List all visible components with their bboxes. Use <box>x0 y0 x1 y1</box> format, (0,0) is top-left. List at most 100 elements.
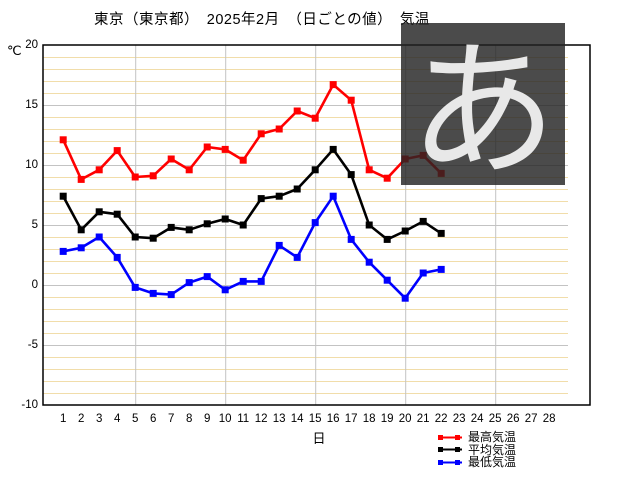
data-point-marker <box>167 155 175 163</box>
data-point-marker <box>275 192 283 200</box>
legend-item: 最高気温 <box>437 431 516 444</box>
data-point-marker <box>365 166 373 174</box>
y-tick-label: 10 <box>25 158 38 171</box>
y-tick-label: 5 <box>31 218 38 231</box>
data-point-marker <box>275 241 283 249</box>
data-point-marker <box>167 223 175 231</box>
data-point-marker <box>383 235 391 243</box>
x-tick-label: 20 <box>398 413 412 425</box>
data-point-marker <box>437 265 445 273</box>
data-point-marker <box>437 229 445 237</box>
x-tick-label: 25 <box>488 413 502 425</box>
x-tick-label: 1 <box>59 413 67 425</box>
x-tick-label: 11 <box>237 413 250 425</box>
x-tick-label: 7 <box>167 413 175 425</box>
y-tick-label: 20 <box>25 38 38 51</box>
x-tick-label: 6 <box>149 413 157 425</box>
data-point-marker <box>59 192 67 200</box>
x-tick-label: 26 <box>506 413 520 425</box>
data-point-marker <box>95 166 103 174</box>
legend-line-marker-swatch <box>438 459 462 465</box>
x-tick-label: 22 <box>434 413 448 425</box>
data-point-marker <box>203 220 211 228</box>
x-tick-label: 14 <box>290 413 304 425</box>
x-tick-label: 9 <box>203 413 211 425</box>
x-tick-label: 23 <box>452 413 466 425</box>
data-point-marker <box>239 221 247 229</box>
legend-label: 平均気温 <box>468 442 517 457</box>
x-tick-label: 8 <box>185 413 193 425</box>
data-point-marker <box>59 247 67 255</box>
data-point-marker <box>95 233 103 241</box>
x-tick-label: 3 <box>95 413 103 425</box>
data-point-marker <box>131 283 139 291</box>
data-point-marker <box>347 96 355 104</box>
data-point-marker <box>311 166 319 174</box>
data-point-marker <box>95 208 103 216</box>
x-tick-label: 12 <box>254 413 268 425</box>
legend-line-marker-swatch <box>438 434 462 440</box>
ime-mode-indicator-overlay: あ <box>401 23 565 194</box>
data-point-marker <box>185 166 193 174</box>
x-axis-title: 日 <box>312 431 326 446</box>
legend-line-marker-swatch <box>438 447 462 453</box>
x-tick-label: 4 <box>113 413 121 425</box>
data-point-marker <box>203 273 211 281</box>
data-point-marker <box>311 114 319 122</box>
y-tick-label: -10 <box>21 398 38 411</box>
x-tick-label: 10 <box>218 413 232 425</box>
data-point-marker <box>221 286 229 294</box>
data-point-marker <box>149 289 157 297</box>
x-tick-label: 17 <box>344 413 358 425</box>
x-tick-label: 19 <box>380 413 394 425</box>
plot-border <box>42 44 591 406</box>
chart-legend: 最高気温 平均気温 最低気温 <box>437 431 516 469</box>
data-point-marker <box>149 172 157 180</box>
data-point-marker <box>401 294 409 302</box>
data-point-marker <box>185 226 193 234</box>
data-point-marker <box>257 130 265 138</box>
data-point-marker <box>113 253 121 261</box>
data-point-marker <box>347 171 355 179</box>
data-point-marker <box>401 227 409 235</box>
x-tick-label: 18 <box>362 413 376 425</box>
x-tick-label: 28 <box>542 413 556 425</box>
x-tick-label: 5 <box>131 413 139 425</box>
x-tick-label: 16 <box>326 413 340 425</box>
data-point-marker <box>77 175 85 183</box>
data-point-marker <box>167 291 175 299</box>
x-tick-label: 24 <box>470 413 484 425</box>
x-tick-label: 2 <box>77 413 85 425</box>
data-point-marker <box>131 233 139 241</box>
y-axis-unit-label: ℃ <box>7 43 22 58</box>
data-point-marker <box>185 279 193 287</box>
data-point-marker <box>419 269 427 277</box>
legend-label: 最高気温 <box>468 430 517 445</box>
data-point-marker <box>77 226 85 234</box>
data-point-marker <box>59 136 67 144</box>
data-point-marker <box>365 258 373 266</box>
data-point-marker <box>293 253 301 261</box>
data-point-marker <box>149 234 157 242</box>
ime-hiragana-character: あ <box>409 29 557 194</box>
legend-item: 平均気温 <box>437 444 516 457</box>
data-point-marker <box>293 107 301 115</box>
data-point-marker <box>383 276 391 284</box>
data-point-marker <box>347 235 355 243</box>
chart-title: 東京（東京都） 2025年2月 （日ごとの値） 気温 <box>94 12 430 28</box>
data-point-marker <box>239 156 247 164</box>
series-line <box>62 83 443 181</box>
data-point-marker <box>311 219 319 227</box>
data-point-marker <box>131 173 139 181</box>
data-point-marker <box>329 192 337 200</box>
data-point-marker <box>239 277 247 285</box>
y-tick-label: 15 <box>25 98 38 111</box>
data-point-marker <box>77 244 85 252</box>
data-point-marker <box>365 221 373 229</box>
legend-item: 最低気温 <box>437 456 516 469</box>
data-point-marker <box>329 81 337 89</box>
data-point-marker <box>293 185 301 193</box>
data-point-marker <box>257 195 265 203</box>
